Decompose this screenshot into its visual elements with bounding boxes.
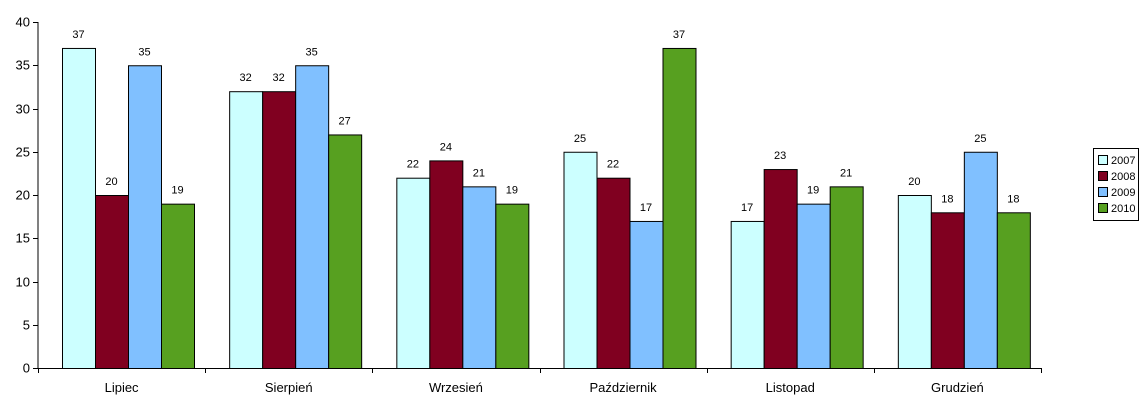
- category-label: Listopad: [766, 380, 815, 395]
- y-tick-label: 25: [16, 145, 30, 160]
- data-label: 19: [171, 185, 183, 197]
- data-label: 17: [741, 202, 753, 214]
- bars: [62, 47, 1031, 369]
- data-labels: 37 20 35 19 32 32 35 27 22 24 21 19 25 22 17 37 17 23 19 21…: [72, 29, 1019, 214]
- legend-swatch-2007: [1098, 155, 1108, 165]
- y-axis: 0 5 10 15 20 25 30 35 40: [16, 15, 39, 376]
- bar-2008: [95, 195, 129, 369]
- data-label: 25: [974, 133, 986, 145]
- legend-swatch-2010: [1098, 203, 1108, 213]
- data-label: 22: [407, 159, 419, 171]
- data-label: 37: [72, 29, 84, 41]
- legend-label: 2010: [1111, 203, 1135, 215]
- bar-2010: [829, 186, 864, 369]
- data-label: 27: [339, 115, 351, 127]
- y-tick-label: 5: [23, 318, 30, 333]
- data-label: 32: [240, 72, 252, 84]
- bar-2010: [495, 203, 530, 369]
- bar-2010: [328, 134, 363, 369]
- y-tick-label: 0: [23, 361, 30, 376]
- data-label: 24: [440, 141, 452, 153]
- category-label: Grudzień: [931, 380, 984, 395]
- data-label: 17: [640, 202, 652, 214]
- data-label: 22: [607, 159, 619, 171]
- category-label: Październik: [589, 380, 657, 395]
- category-label: Sierpień: [265, 380, 313, 395]
- bar-2007: [229, 91, 264, 369]
- legend-swatch-2009: [1098, 187, 1108, 197]
- bar-2009: [128, 65, 162, 369]
- category-label: Wrzesień: [429, 380, 483, 395]
- data-label: 25: [574, 133, 586, 145]
- category-label: Lipiec: [105, 380, 139, 395]
- data-label: 35: [306, 46, 318, 58]
- bar-2008: [763, 169, 798, 369]
- data-label: 18: [1007, 193, 1019, 205]
- bar-2009: [796, 203, 831, 369]
- data-label: 37: [673, 29, 685, 41]
- data-label: 18: [941, 193, 953, 205]
- legend-label: 2007: [1111, 155, 1135, 167]
- bar-2009: [295, 65, 330, 369]
- bar-2007: [62, 47, 96, 369]
- data-label: 20: [908, 176, 920, 188]
- y-tick-label: 35: [16, 58, 30, 73]
- bar-2009: [963, 151, 998, 369]
- bar-2008: [262, 91, 297, 369]
- data-label: 21: [473, 167, 485, 179]
- bar-2007: [563, 151, 598, 369]
- legend-swatch-2008: [1098, 171, 1108, 181]
- bar-2007: [897, 195, 932, 369]
- bar-2010: [996, 212, 1031, 369]
- bar-2008: [429, 160, 464, 369]
- legend-label: 2008: [1111, 171, 1135, 183]
- bar-2009: [462, 186, 497, 369]
- bar-2009: [629, 220, 664, 369]
- data-label: 19: [807, 185, 819, 197]
- data-label: 32: [273, 72, 285, 84]
- y-tick-label: 15: [16, 231, 30, 246]
- y-tick-label: 10: [16, 275, 30, 290]
- bar-2010: [662, 47, 697, 369]
- legend-label: 2009: [1111, 187, 1135, 199]
- legend: 2007 2008 2009 2010: [1093, 148, 1139, 221]
- bar-2008: [596, 177, 631, 369]
- y-tick-label: 20: [16, 188, 30, 203]
- data-label: 19: [506, 185, 518, 197]
- x-axis: Lipiec Sierpień Wrzesień Październik Listopa…: [38, 368, 1042, 395]
- bar-2007: [396, 177, 431, 369]
- data-label: 21: [840, 167, 852, 179]
- data-label: 35: [138, 46, 150, 58]
- data-label: 23: [774, 150, 786, 162]
- y-tick-label: 30: [16, 102, 30, 117]
- y-tick-label: 40: [16, 15, 30, 30]
- bar-2008: [930, 212, 965, 369]
- bar-2007: [730, 220, 765, 369]
- data-label: 20: [105, 176, 117, 188]
- bar-2010: [161, 203, 195, 369]
